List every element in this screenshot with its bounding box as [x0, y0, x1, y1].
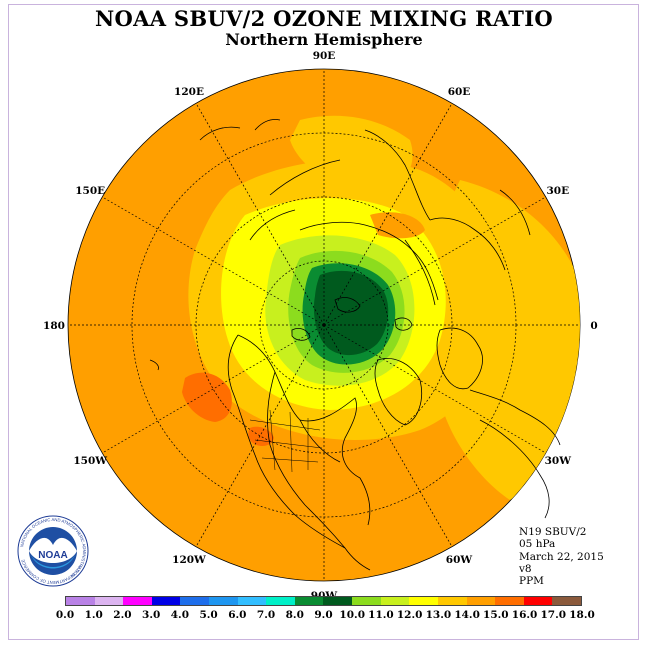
color-scale-tick-label: 2.0 — [113, 609, 132, 621]
color-scale-tick-label: 14.0 — [454, 609, 480, 621]
color-scale-tick-label: 6.0 — [228, 609, 247, 621]
color-segment — [151, 597, 181, 605]
color-segment — [209, 597, 238, 605]
color-scale-tick-label: 13.0 — [425, 609, 452, 621]
color-segment — [523, 597, 553, 605]
map-title: NOAA SBUV/2 OZONE MIXING RATIO — [95, 6, 553, 31]
info-panel: N19 SBUV/2 05 hPa March 22, 2015 v8 PPM — [519, 526, 604, 587]
color-segment — [323, 597, 353, 605]
meridian-150 — [102, 196, 325, 326]
color-scale-tick-label: 1.0 — [84, 609, 103, 621]
longitude-label: 60E — [448, 86, 471, 98]
color-scale-tick-label: 5.0 — [199, 609, 218, 621]
longitude-label: 120E — [174, 86, 204, 98]
color-segment — [466, 597, 496, 605]
longitude-label: 150W — [73, 455, 107, 467]
color-segment — [294, 597, 324, 605]
longitude-label: 120W — [172, 554, 206, 566]
color-scale-tick-label: 18.0 — [569, 609, 595, 621]
color-scale-tick-label: 8.0 — [285, 609, 304, 621]
color-scale-tick-label: 15.0 — [483, 609, 509, 621]
color-scale-tick-label: 17.0 — [540, 609, 567, 621]
color-scale-tick-label: 12.0 — [396, 609, 423, 621]
logo-text: NOAA — [38, 550, 67, 561]
color-scale-tick-label: 16.0 — [511, 609, 538, 621]
longitude-label: 0 — [590, 320, 597, 332]
info-line-version: v8 — [519, 562, 532, 575]
meridian--30 — [323, 324, 546, 454]
color-scale-tick-label: 9.0 — [314, 609, 333, 621]
color-segment — [409, 597, 438, 605]
info-line-units: PPM — [519, 575, 544, 588]
longitude-label: 180 — [43, 320, 65, 332]
color-scale-ticks: 0.0 1.0 2.0 3.0 4.0 5.0 6.0 7.0 8.0 9.0 10.0 11.0 12… — [0, 609, 648, 623]
color-scale-tick-label: 4.0 — [170, 609, 190, 621]
meridian-60 — [323, 103, 453, 326]
meridian-30 — [323, 196, 546, 326]
longitude-lines — [68, 69, 580, 581]
info-line-date: March 22, 2015 — [519, 550, 604, 563]
color-scale-tick-label: 11.0 — [368, 609, 394, 621]
color-segment — [123, 597, 152, 605]
color-segment — [237, 597, 267, 605]
color-scale-tick-label: 3.0 — [142, 609, 161, 621]
color-scale-bar — [65, 596, 582, 606]
color-scale-tick-label: 7.0 — [256, 609, 276, 621]
map-subtitle: Northern Hemisphere — [225, 30, 423, 49]
color-segment — [266, 597, 295, 605]
color-segment — [380, 597, 410, 605]
color-segment — [437, 597, 467, 605]
color-segment — [180, 597, 210, 605]
color-segment — [94, 597, 124, 605]
meridian-120 — [195, 103, 325, 326]
color-segment — [552, 597, 581, 605]
color-segment — [352, 597, 381, 605]
longitude-label: 30E — [546, 185, 569, 197]
longitude-label: 60W — [446, 554, 473, 566]
meridian--150 — [102, 324, 325, 454]
longitude-label: 90E — [313, 50, 336, 62]
longitude-label: 30W — [545, 455, 572, 467]
color-segment — [66, 597, 95, 605]
figure-frame — [8, 4, 639, 640]
longitude-label: 150E — [75, 185, 105, 197]
meridian--120 — [195, 324, 325, 547]
color-segment — [495, 597, 524, 605]
color-scale-tick-label: 0.0 — [55, 609, 75, 621]
coastlines — [149, 119, 561, 571]
noaa-logo-icon: NOAA NATIONAL OCEANIC AND ATMOSPHERIC AD… — [17, 515, 89, 587]
info-line-satellite: N19 SBUV/2 — [519, 526, 587, 538]
info-line-pressure: 05 hPa — [519, 538, 556, 551]
color-scale-tick-label: 10.0 — [339, 609, 366, 621]
meridian--60 — [323, 324, 453, 547]
